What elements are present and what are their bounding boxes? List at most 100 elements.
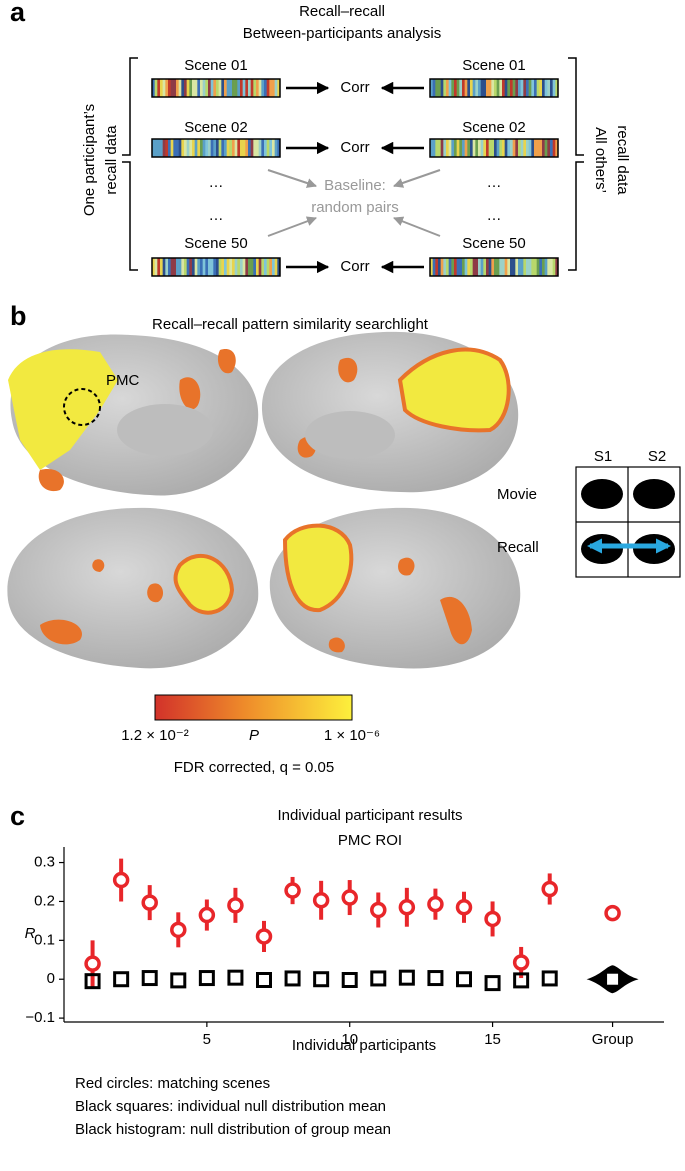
match-circle [541,880,558,898]
colorbar-label: 1 × 10⁻⁶ [324,727,380,744]
pattern-stripe [224,258,227,276]
pattern-stripe [157,258,161,276]
left-bracket [122,57,138,271]
brain-icon [581,479,623,509]
corpus-callosum [305,411,395,459]
pattern-strip [151,78,281,98]
match-circle [455,899,473,916]
pattern-stripe [216,79,219,97]
side-label: One participant’s [81,104,98,216]
pattern-stripe [186,79,190,97]
pattern-stripe [520,79,524,97]
right-bracket [568,57,584,271]
pattern-stripe [152,258,155,276]
pattern-stripe [266,79,270,97]
pattern-stripe [544,79,548,97]
pattern-stripe [536,79,540,97]
pattern-stripe [242,139,246,157]
corpus-callosum [117,404,213,456]
match-circle [512,954,530,971]
pattern-stripe [502,258,505,276]
pattern-stripe [221,139,225,157]
pattern-stripe [555,258,559,276]
pattern-stripe [510,139,513,157]
pattern-stripe [229,79,233,97]
pattern-stripe [520,139,524,157]
pattern-stripe [542,258,545,276]
pattern-stripe [210,139,214,157]
match-circle [484,910,501,928]
pattern-stripe [448,139,452,157]
match-circle [604,904,621,922]
scene-label: Scene 01 [184,57,247,74]
pattern-stripe [237,79,241,97]
pattern-stripe [536,139,540,157]
pattern-stripe [467,139,471,157]
pattern-stripe [499,258,503,276]
pattern-stripe [555,79,559,97]
pattern-stripe [168,258,171,276]
y-tick-label: 0.3 [34,854,55,871]
pattern-stripe [488,258,492,276]
pattern-stripe [240,79,243,97]
pattern-stripe [242,79,246,97]
pattern-stripe [221,79,225,97]
pattern-stripe [510,79,513,97]
pattern-strip [429,78,559,98]
pattern-stripe [534,258,537,276]
pattern-stripe [240,258,243,276]
pattern-stripe [446,258,449,276]
pattern-stripe [448,79,452,97]
pattern-stripe [552,139,556,157]
pattern-stripe [494,79,497,97]
null-mean-square [256,972,272,988]
pattern-stripe [528,258,532,276]
pattern-stripe [475,79,479,97]
pattern-stripe [237,139,241,157]
pattern-stripe [250,79,254,97]
pattern-stripe [456,79,460,97]
pattern-stripe [216,139,219,157]
pattern-stripe [181,79,185,97]
pattern-stripe [470,79,473,97]
pattern-stripe [189,79,193,97]
pattern-stripe [472,258,476,276]
pattern-stripe [264,139,267,157]
pattern-stripe [266,258,270,276]
scene-label: … [209,174,224,191]
pattern-stripe [162,79,166,97]
pattern-stripe [213,79,217,97]
pattern-stripe [507,258,511,276]
baseline-arrow [267,169,317,188]
brain-icon [581,534,623,564]
panel-title: Recall–recall pattern similarity searchl… [152,316,429,333]
pattern-stripe [542,79,545,97]
pattern-stripe [526,258,529,276]
pattern-stripe [152,79,155,97]
pattern-stripe [232,258,235,276]
pattern-stripe [234,79,238,97]
pattern-stripe [491,258,495,276]
pattern-stripe [261,139,265,157]
pattern-stripe [480,139,484,157]
pattern-stripe [504,79,508,97]
side-label: recall data [103,125,120,195]
null-mean-square [541,970,558,987]
baseline-label: Baseline: [324,177,386,194]
pattern-strip [151,138,281,158]
pattern-stripe [446,79,449,97]
pattern-stripe [470,139,473,157]
activation-blob [38,349,236,492]
scene-label: Scene 02 [462,119,525,136]
panel-title: Recall–recall [299,3,385,20]
pattern-stripe [237,258,241,276]
pattern-stripe [277,139,281,157]
pattern-stripe [261,79,265,97]
pattern-stripe [550,79,553,97]
pattern-stripe [192,139,195,157]
pattern-stripe [459,258,463,276]
pattern-stripe [253,258,257,276]
pattern-stripe [472,139,476,157]
pattern-stripe [504,258,508,276]
null-mean-square [370,970,387,987]
